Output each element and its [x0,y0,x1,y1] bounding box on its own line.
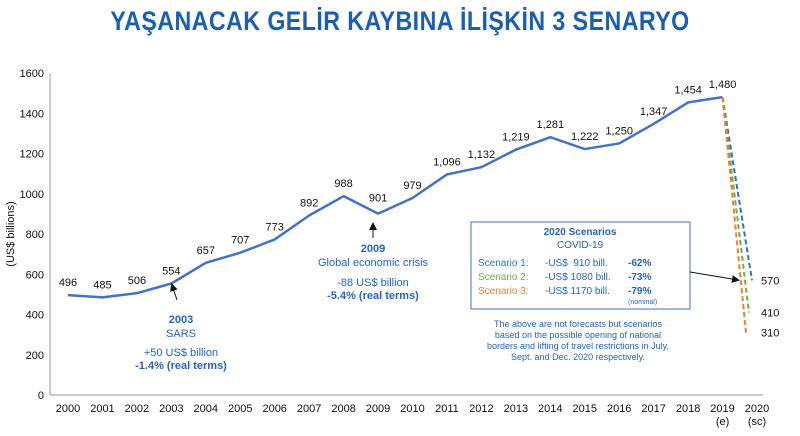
scenario-1-name: Scenario 1: [478,258,529,269]
scenario-lines: 570 410 310 [721,96,779,340]
sars-change: +50 US$ billion [144,347,218,359]
x-tick-label: 2015 [573,403,597,415]
data-label: 657 [197,245,215,257]
x-tick-label: 2003 [159,403,183,415]
y-tick-label: 1400 [20,108,44,120]
scenario-note: The above are not forecasts but scenario… [487,319,669,362]
data-label: 1,281 [537,119,565,131]
data-label: 506 [128,275,146,287]
x-tick-label: 2011 [435,403,459,415]
data-label: 1,347 [640,106,668,118]
x-tick-label: 2002 [125,403,149,415]
x-tick-label: 2009 [366,403,390,415]
x-tick-label: 2016 [607,403,631,415]
scenario-2-pct: -73% [628,272,651,283]
y-axis-label: (US$ billions) [5,201,17,266]
scenario-line [721,97,747,333]
data-label: 496 [59,277,77,289]
scenario-box: 2020 Scenarios COVID-19 Scenario 1: -US$… [470,221,691,310]
note-line-3: borders and lifting of travel restrictio… [487,341,669,351]
x-tick-label: 2013 [504,403,528,415]
y-tick-label: 1200 [20,149,44,161]
data-label: 1,219 [502,132,530,144]
data-label: 554 [162,266,180,278]
chart-title: YAŞANACAK GELİR KAYBINA İLİŞKİN 3 SENARY… [110,6,690,36]
x-tick-label: 2012 [469,403,493,415]
data-label: 1,096 [433,156,461,168]
x-tick-label: 2008 [331,403,355,415]
x-tick-sublabel: (e) [716,416,729,428]
y-axis-ticks: 0 200 400 600 800 1000 1200 1400 1600 [20,68,44,402]
y-tick-label: 1000 [20,189,44,201]
data-label: 988 [334,178,352,190]
scenario-line [721,96,753,281]
scenario-3-amount: -US$ 1170 bill. [545,286,610,297]
x-tick-label: 2020 [745,403,769,415]
sars-event: SARS [166,328,196,340]
sars-arrow [170,283,178,301]
series [67,95,723,299]
x-tick-label: 2014 [538,403,562,415]
data-label: 979 [403,180,421,192]
crisis-real: -5.4% (real terms) [327,290,419,302]
data-label: 707 [231,235,249,247]
x-tick-label: 2007 [297,403,321,415]
scenario-box-frame [470,221,691,310]
scenario-1-pct: -62% [628,258,651,269]
scenario-box-subtitle: COVID-19 [557,240,604,251]
crisis-annotation: 2009 Global economic crisis -88 US$ bill… [318,222,429,302]
x-tick-sublabel: (sc) [748,416,766,428]
x-tick-label: 2019 [710,403,734,415]
scenario-label: 310 [761,328,779,340]
sars-real: -1.4% (real terms) [135,360,227,372]
data-label: 892 [300,197,318,209]
data-label: 1,480 [709,79,737,91]
x-tick-label: 2001 [90,403,114,415]
note-line-1: The above are not forecasts but scenario… [494,319,663,329]
scenario-label: 570 [761,275,779,287]
crisis-change: -88 US$ billion [337,277,409,289]
y-tick-label: 1600 [20,68,44,80]
y-tick-label: 600 [26,269,44,281]
scenario-label: 410 [761,307,779,319]
data-label: 1,250 [605,125,633,137]
y-tick-label: 200 [26,350,44,362]
x-tick-label: 2017 [641,403,665,415]
scenario-box-title: 2020 Scenarios [544,227,617,238]
scenario-nominal: (nominal) [628,299,657,306]
x-tick-label: 2006 [262,403,286,415]
scenario-1-amount: -US$ 910 bill. [545,258,608,269]
data-label: 901 [369,193,387,205]
x-tick-label: 2000 [56,403,80,415]
note-line-4: Sept. and Dec. 2020 respectively. [511,352,645,362]
crisis-event: Global economic crisis [318,257,429,269]
scenario-3-pct: -79% [628,286,651,297]
scenario-2-name: Scenario 2: [478,272,529,283]
x-tick-label: 2018 [676,403,700,415]
data-label: 1,222 [571,131,599,143]
x-tick-label: 2004 [194,403,218,415]
x-tick-label: 2010 [400,403,424,415]
data-label: 1,454 [674,84,702,96]
data-label: 1,132 [468,149,496,161]
y-tick-label: 0 [38,390,44,402]
data-labels: 496 485 506 554 657 707 773 892 988 901 979 1,096 1,… [59,79,736,291]
y-tick-label: 400 [26,310,44,322]
data-label: 773 [266,221,284,233]
axes [49,73,763,396]
x-tick-label: 2005 [228,403,252,415]
sars-annotation: 2003 SARS +50 US$ billion -1.4% (real te… [135,283,227,372]
crisis-year: 2009 [361,243,385,255]
y-tick-label: 800 [26,229,44,241]
scenario-2-amount: -US$ 1080 bill. [545,272,611,283]
scenario-3-name: Scenario 3: [478,286,529,297]
series-line [67,95,723,299]
data-label: 485 [93,279,111,291]
x-axis-ticks: 2000 2001 2002 2003 2004 2005 2006 2007 2008 2009… [56,403,769,428]
note-line-2: based on the possible opening of nationa… [495,330,661,340]
sars-year: 2003 [169,314,193,326]
scenario-pointer-arrow [689,271,740,283]
